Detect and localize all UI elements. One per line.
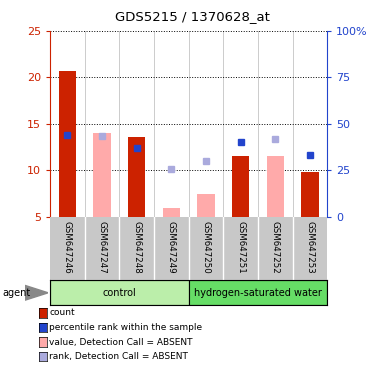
Text: GSM647251: GSM647251 <box>236 221 245 274</box>
Text: agent: agent <box>2 288 30 298</box>
Text: GDS5215 / 1370628_at: GDS5215 / 1370628_at <box>115 10 270 23</box>
Bar <box>162 208 180 217</box>
Bar <box>232 156 249 217</box>
Text: control: control <box>102 288 136 298</box>
Bar <box>189 280 327 305</box>
Text: value, Detection Call = ABSENT: value, Detection Call = ABSENT <box>49 338 193 347</box>
Text: count: count <box>49 308 75 318</box>
Text: GSM647249: GSM647249 <box>167 221 176 274</box>
Bar <box>59 71 76 217</box>
Text: GSM647250: GSM647250 <box>201 221 211 274</box>
Bar <box>128 137 145 217</box>
Text: GSM647246: GSM647246 <box>63 221 72 274</box>
Text: hydrogen-saturated water: hydrogen-saturated water <box>194 288 322 298</box>
Text: GSM647252: GSM647252 <box>271 221 280 274</box>
Text: GSM647247: GSM647247 <box>97 221 107 274</box>
Bar <box>50 280 189 305</box>
Bar <box>93 133 111 217</box>
Polygon shape <box>25 285 48 300</box>
Bar <box>197 194 215 217</box>
Bar <box>266 156 284 217</box>
Text: GSM647248: GSM647248 <box>132 221 141 274</box>
Text: percentile rank within the sample: percentile rank within the sample <box>49 323 203 332</box>
Text: GSM647253: GSM647253 <box>305 221 315 274</box>
Bar <box>301 172 318 217</box>
Text: rank, Detection Call = ABSENT: rank, Detection Call = ABSENT <box>49 352 188 361</box>
